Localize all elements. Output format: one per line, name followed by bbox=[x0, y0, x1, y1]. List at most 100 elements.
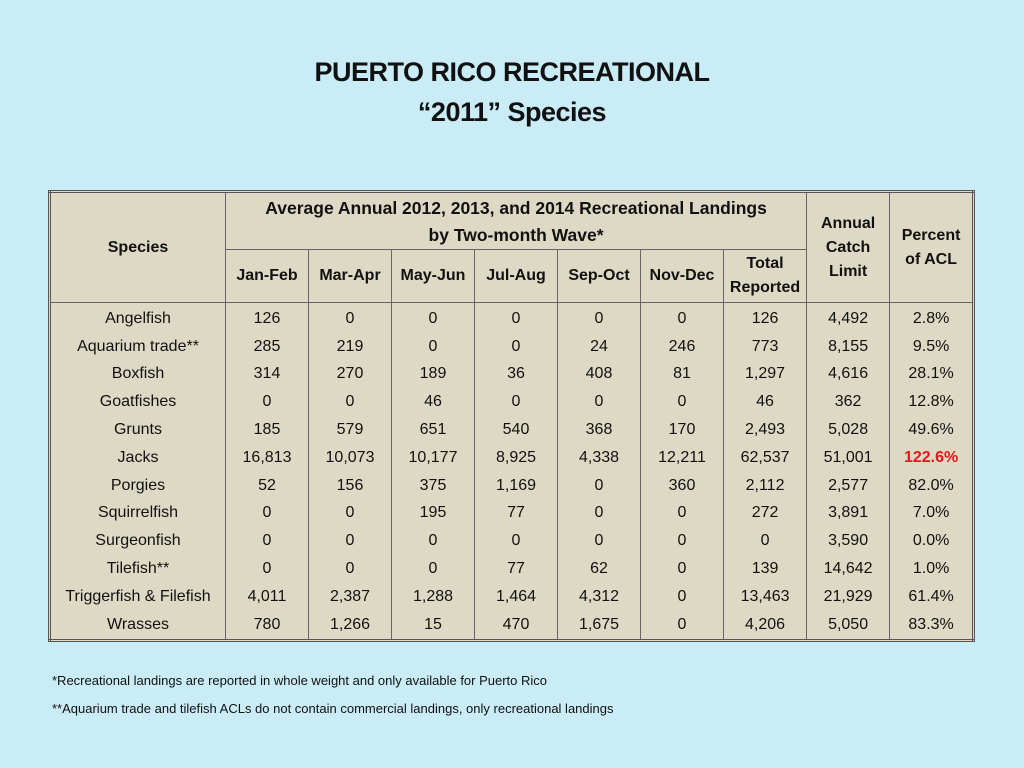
value-cell: 81 bbox=[640, 360, 724, 389]
title-line-2: “2011” Species bbox=[417, 97, 607, 127]
table-row: Tilefish** 0 0 0 77 62 0 139 14,642 1.0% bbox=[49, 555, 975, 583]
percent-cell: 9.5% bbox=[889, 332, 975, 361]
value-cell: 0 bbox=[640, 499, 724, 528]
value-cell: 8,925 bbox=[474, 443, 558, 472]
value-cell: 10,177 bbox=[391, 443, 475, 472]
value-cell: 0 bbox=[640, 582, 724, 611]
value-cell: 1,169 bbox=[474, 471, 558, 500]
value-cell: 0 bbox=[474, 527, 558, 556]
value-cell: 62,537 bbox=[722, 443, 808, 472]
value-cell: 126 bbox=[722, 302, 808, 333]
percent-cell: 1.0% bbox=[889, 555, 975, 583]
value-cell: 2,112 bbox=[722, 471, 808, 500]
value-cell: 0 bbox=[640, 388, 724, 417]
table-row: Boxfish 314 270 189 36 408 81 1,297 4,616 28.1% bbox=[49, 360, 975, 389]
value-cell: 0 bbox=[474, 302, 558, 333]
value-cell: 4,338 bbox=[557, 443, 641, 472]
value-cell: 362 bbox=[806, 388, 891, 417]
value-cell: 408 bbox=[557, 360, 641, 389]
value-cell: 24 bbox=[557, 332, 641, 361]
value-cell: 246 bbox=[640, 332, 724, 361]
value-cell: 0 bbox=[308, 388, 392, 417]
total-header-line: Total bbox=[746, 255, 784, 272]
value-cell: 170 bbox=[640, 416, 724, 444]
wave-header: Jan-Feb bbox=[225, 249, 309, 303]
species-cell: Wrasses bbox=[49, 610, 226, 641]
value-cell: 4,206 bbox=[722, 610, 808, 641]
percent-header-line: of ACL bbox=[905, 250, 958, 268]
species-cell: Grunts bbox=[49, 416, 226, 444]
value-cell: 13,463 bbox=[722, 582, 808, 611]
value-cell: 314 bbox=[225, 360, 309, 389]
value-cell: 0 bbox=[308, 302, 392, 333]
value-cell: 156 bbox=[308, 471, 392, 500]
value-cell: 16,813 bbox=[225, 443, 309, 472]
value-cell: 540 bbox=[474, 416, 558, 444]
acl-header-line: Annual bbox=[820, 214, 876, 232]
species-cell: Squirrelfish bbox=[49, 499, 226, 528]
value-cell: 77 bbox=[474, 499, 558, 528]
percent-cell: 82.0% bbox=[889, 471, 975, 500]
table-row: Wrasses 780 1,266 15 470 1,675 0 4,206 5,050 83.3… bbox=[49, 610, 975, 641]
table-row: Jacks 16,813 10,073 10,177 8,925 4,338 12,211 6… bbox=[49, 443, 975, 472]
acl-header-line: Catch bbox=[825, 238, 871, 256]
value-cell: 0 bbox=[391, 302, 475, 333]
wave-header: May-Jun bbox=[391, 249, 475, 303]
value-cell: 0 bbox=[225, 555, 309, 583]
species-cell: Porgies bbox=[49, 471, 226, 500]
value-cell: 1,675 bbox=[557, 610, 641, 641]
value-cell: 195 bbox=[391, 499, 475, 528]
value-cell: 0 bbox=[640, 555, 724, 583]
footnote-2: **Aquarium trade and tilefish ACLs do no… bbox=[52, 701, 614, 716]
value-cell: 1,464 bbox=[474, 582, 558, 611]
value-cell: 0 bbox=[474, 388, 558, 417]
value-cell: 2,493 bbox=[722, 416, 808, 444]
value-cell: 10,073 bbox=[308, 443, 392, 472]
slide-title: PUERTO RICO RECREATIONAL “2011” Species bbox=[0, 52, 1024, 132]
value-cell: 0 bbox=[391, 332, 475, 361]
table-row: Goatfishes 0 0 46 0 0 0 46 362 12.8% bbox=[49, 388, 975, 417]
percent-cell: 49.6% bbox=[889, 416, 975, 444]
value-cell: 0 bbox=[557, 527, 641, 556]
value-cell: 15 bbox=[391, 610, 475, 641]
value-cell: 219 bbox=[308, 332, 392, 361]
value-cell: 0 bbox=[557, 471, 641, 500]
species-header: Species bbox=[49, 191, 226, 303]
species-cell: Aquarium trade** bbox=[49, 332, 226, 361]
value-cell: 3,891 bbox=[806, 499, 891, 528]
value-cell: 52 bbox=[225, 471, 309, 500]
landings-table: Species Average Annual 2012, 2013, and 2… bbox=[48, 190, 976, 642]
wave-header: Nov-Dec bbox=[640, 249, 724, 303]
value-cell: 579 bbox=[308, 416, 392, 444]
table-row: Angelfish 126 0 0 0 0 0 126 4,492 2.8% bbox=[49, 302, 975, 333]
value-cell: 2,577 bbox=[806, 471, 891, 500]
species-cell: Tilefish** bbox=[49, 555, 226, 583]
table-row: Squirrelfish 0 0 195 77 0 0 272 3,891 7.0% bbox=[49, 499, 975, 528]
title-line-1: PUERTO RICO RECREATIONAL bbox=[314, 57, 710, 87]
species-cell: Jacks bbox=[49, 443, 226, 472]
value-cell: 0 bbox=[640, 527, 724, 556]
percent-cell: 122.6% bbox=[889, 443, 975, 472]
value-cell: 780 bbox=[225, 610, 309, 641]
value-cell: 0 bbox=[722, 527, 808, 556]
table-row: Porgies 52 156 375 1,169 0 360 2,112 2,577 82.0% bbox=[49, 471, 975, 500]
value-cell: 0 bbox=[308, 527, 392, 556]
value-cell: 470 bbox=[474, 610, 558, 641]
species-cell: Goatfishes bbox=[49, 388, 226, 417]
value-cell: 375 bbox=[391, 471, 475, 500]
table-row: Surgeonfish 0 0 0 0 0 0 0 3,590 0.0% bbox=[49, 527, 975, 556]
table-row: Aquarium trade** 285 219 0 0 24 246 773 8,155 9.5… bbox=[49, 332, 975, 361]
percent-cell: 12.8% bbox=[889, 388, 975, 417]
value-cell: 0 bbox=[225, 388, 309, 417]
value-cell: 272 bbox=[722, 499, 808, 528]
percent-cell: 28.1% bbox=[889, 360, 975, 389]
species-cell: Surgeonfish bbox=[49, 527, 226, 556]
value-cell: 0 bbox=[557, 499, 641, 528]
group-header: Average Annual 2012, 2013, and 2014 Recr… bbox=[224, 191, 808, 250]
value-cell: 4,616 bbox=[806, 360, 891, 389]
value-cell: 139 bbox=[722, 555, 808, 583]
total-header-line: Reported bbox=[729, 279, 801, 296]
percent-header-line: Percent bbox=[901, 226, 961, 244]
value-cell: 5,028 bbox=[806, 416, 891, 444]
group-header-line-1: Average Annual 2012, 2013, and 2014 Recr… bbox=[265, 198, 767, 218]
